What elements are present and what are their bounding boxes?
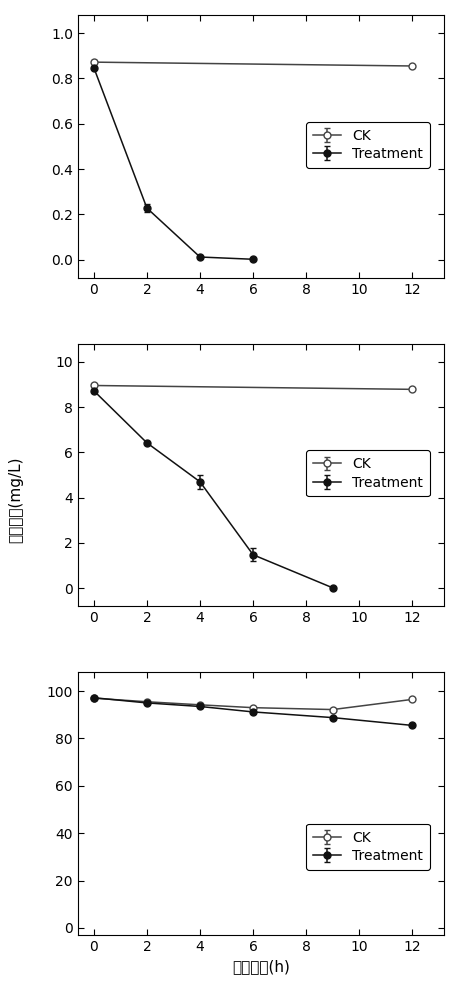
- Legend: CK, Treatment: CK, Treatment: [306, 122, 430, 168]
- X-axis label: 处理时间(h): 处理时间(h): [232, 959, 290, 974]
- Text: 芯紫草酐(mg/L): 芯紫草酐(mg/L): [9, 457, 23, 543]
- Legend: CK, Treatment: CK, Treatment: [306, 824, 430, 870]
- Legend: CK, Treatment: CK, Treatment: [306, 450, 430, 496]
